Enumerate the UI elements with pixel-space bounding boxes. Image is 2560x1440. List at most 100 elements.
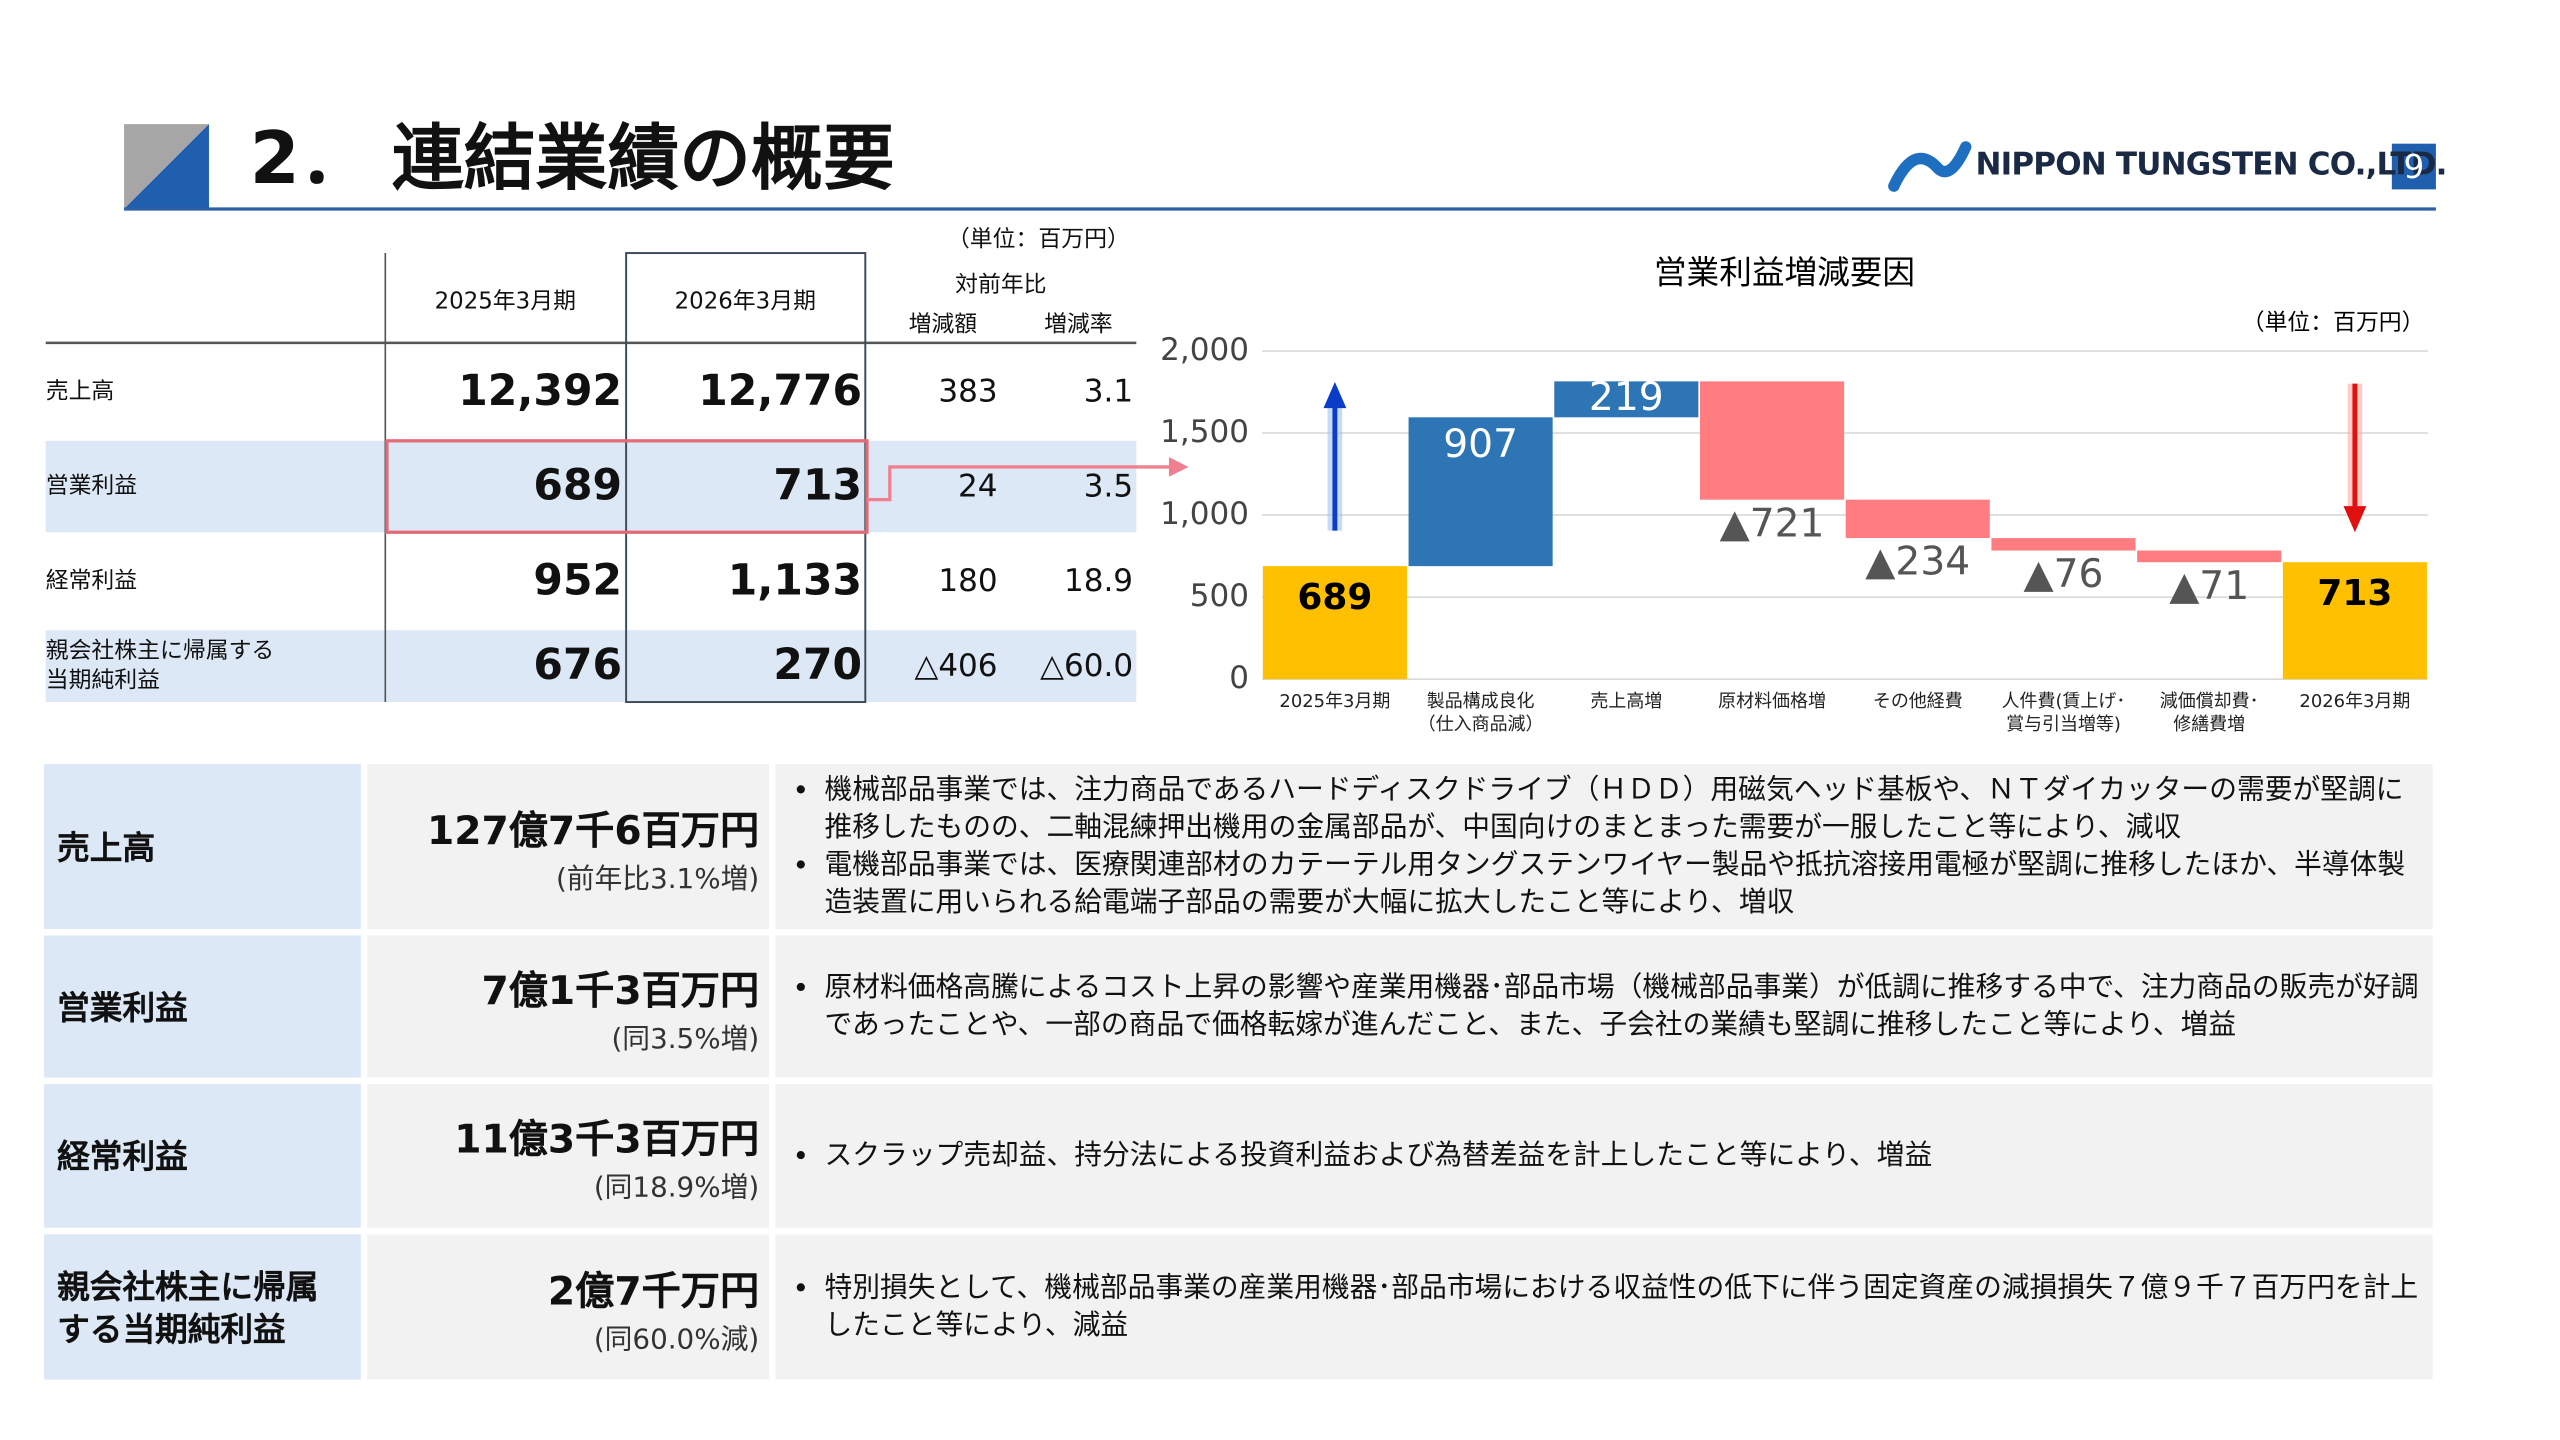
summary-amount-cell: 127億7千6百万円 (前年比3.1%増) bbox=[367, 764, 769, 929]
summary-amount: 7億1千3百万円 bbox=[481, 967, 760, 1014]
cell: 180 bbox=[938, 563, 998, 600]
x-tick-label: 製品構成良化 （仕入商品減） bbox=[1417, 690, 1544, 735]
cell: 18.9 bbox=[1063, 563, 1134, 600]
row-label: 売上高 bbox=[45, 378, 115, 405]
y-tick-label: 1,000 bbox=[1160, 496, 1249, 532]
connector-head bbox=[1168, 457, 1189, 477]
row-band bbox=[45, 630, 1137, 703]
bullet-list: 機械部品事業では、注力商品であるハードディスクドライブ（ＨＤＤ）用磁気ヘッド基板… bbox=[776, 771, 2420, 921]
cell: 270 bbox=[773, 641, 863, 691]
cell: 676 bbox=[533, 641, 623, 691]
page-number: 9 bbox=[2403, 146, 2425, 187]
cell: 24 bbox=[958, 468, 998, 505]
summary-amount: 2億7千万円 bbox=[547, 1267, 760, 1314]
summary-note: (同60.0%減) bbox=[593, 1323, 760, 1356]
bar bbox=[1262, 566, 1407, 680]
cell: 383 bbox=[938, 373, 998, 410]
company-name: NIPPON TUNGSTEN CO.,LTD. bbox=[1975, 146, 2448, 183]
bullet-list: 特別損失として、機械部品事業の産業用機器･部品市場における収益性の低下に伴う固定… bbox=[776, 1269, 2420, 1344]
cell: 12,392 bbox=[458, 367, 623, 417]
highlight-box bbox=[385, 439, 869, 534]
summary-label: 経常利益 bbox=[44, 1084, 361, 1228]
page-box bbox=[2391, 143, 2436, 190]
summary-label: 売上高 bbox=[44, 764, 361, 929]
bullet-list: 原材料価格高騰によるコスト上昇の影響や産業用機器･部品市場（機械部品事業）が低調… bbox=[776, 969, 2420, 1044]
bullet-list: スクラップ売却益、持分法による投資利益および為替差益を計上したこと等により、増益 bbox=[776, 1137, 1932, 1175]
data-label: 907 bbox=[1443, 422, 1518, 467]
yoy-header: 対前年比 bbox=[955, 272, 1047, 299]
summary-label: 親会社株主に帰属する当期純利益 bbox=[44, 1234, 361, 1380]
bullet: 機械部品事業では、注力商品であるハードディスクドライブ（ＨＤＤ）用磁気ヘッド基板… bbox=[824, 771, 2419, 846]
x-tick-label: 減価償却費･ 修繕費増 bbox=[2159, 690, 2259, 735]
y-tick-label: 2,000 bbox=[1160, 332, 1249, 368]
x-tick-label: 売上高増 bbox=[1590, 690, 1663, 712]
cell: 3.1 bbox=[1083, 373, 1134, 410]
chart-unit: （単位：百万円） bbox=[2242, 310, 2425, 336]
summary-label: 営業利益 bbox=[44, 935, 361, 1078]
cell: 1,133 bbox=[727, 556, 863, 606]
cell: 952 bbox=[533, 556, 623, 606]
arrow-head bbox=[1323, 382, 1347, 409]
bar bbox=[2137, 550, 2282, 563]
bar bbox=[1699, 381, 1845, 500]
bar bbox=[2282, 562, 2427, 680]
summary-text-cell: スクラップ売却益、持分法による投資利益および為替差益を計上したこと等により、増益 bbox=[775, 1084, 2433, 1228]
row-label: 経常利益 bbox=[45, 568, 138, 595]
data-label: ▲234 bbox=[1865, 540, 1970, 585]
column-header: 2026年3月期 bbox=[674, 288, 816, 316]
x-tick-label: 人件費(賃上げ･ 賞与引当増等) bbox=[2001, 690, 2126, 735]
chart-title: 営業利益増減要因 bbox=[1654, 253, 1915, 291]
x-tick-label: 原材料価格増 bbox=[1718, 690, 1826, 712]
section-number: 2． bbox=[249, 117, 372, 201]
bullet: スクラップ売却益、持分法による投資利益および為替差益を計上したこと等により、増益 bbox=[824, 1137, 1932, 1175]
x-tick-label: 2025年3月期 bbox=[1279, 690, 1391, 712]
summary-amount-cell: 2億7千万円 (同60.0%減) bbox=[367, 1234, 769, 1380]
summary-note: (前年比3.1%増) bbox=[555, 862, 760, 896]
cell: △406 bbox=[914, 648, 998, 685]
data-label: ▲71 bbox=[2169, 564, 2249, 609]
section-title: 連結業績の概要 bbox=[391, 117, 895, 201]
data-label: 219 bbox=[1589, 375, 1664, 420]
connector bbox=[866, 465, 1173, 502]
column-header: 2025年3月期 bbox=[434, 288, 576, 316]
cell: 3.5 bbox=[1083, 468, 1134, 505]
summary-note: (同18.9%増) bbox=[593, 1172, 760, 1205]
bullet: 特別損失として、機械部品事業の産業用機器･部品市場における収益性の低下に伴う固定… bbox=[824, 1269, 2419, 1344]
corner-blue bbox=[124, 124, 209, 209]
cell: △60.0 bbox=[1040, 648, 1134, 685]
bar bbox=[1845, 499, 1990, 539]
column-header: 増減率 bbox=[1044, 311, 1113, 338]
arrow-head bbox=[2343, 506, 2367, 533]
logo-mark bbox=[1888, 141, 1972, 192]
bar bbox=[1554, 381, 1699, 418]
summary-text-cell: 特別損失として、機械部品事業の産業用機器･部品市場における収益性の低下に伴う固定… bbox=[775, 1234, 2433, 1380]
summary-amount-cell: 11億3千3百万円 (同18.9%増) bbox=[367, 1084, 769, 1228]
bar bbox=[1408, 417, 1553, 567]
x-tick-label: その他経費 bbox=[1872, 690, 1963, 712]
y-tick-label: 0 bbox=[1229, 660, 1249, 696]
data-label: ▲721 bbox=[1720, 501, 1825, 546]
table-unit: （単位：百万円） bbox=[946, 226, 1130, 254]
data-label: 713 bbox=[2317, 573, 2392, 614]
summary-amount-cell: 7億1千3百万円 (同3.5%増) bbox=[367, 935, 769, 1078]
column-header: 増減額 bbox=[908, 311, 978, 338]
summary-text-cell: 原材料価格高騰によるコスト上昇の影響や産業用機器･部品市場（機械部品事業）が低調… bbox=[775, 935, 2433, 1078]
bar bbox=[1991, 538, 2136, 551]
y-tick-label: 500 bbox=[1190, 578, 1249, 614]
summary-text-cell: 機械部品事業では、注力商品であるハードディスクドライブ（ＨＤＤ）用磁気ヘッド基板… bbox=[775, 764, 2433, 929]
x-tick-label: 2026年3月期 bbox=[2299, 690, 2411, 712]
row-band bbox=[45, 440, 1137, 533]
summary-amount: 127億7千6百万円 bbox=[426, 807, 760, 854]
cell: 689 bbox=[533, 462, 623, 512]
data-label: 689 bbox=[1297, 577, 1372, 618]
bullet: 電機部品事業では、医療関連部材のカテーテル用タングステンワイヤー製品や抵抗溶接用… bbox=[824, 847, 2419, 922]
cell: 713 bbox=[773, 462, 863, 512]
bullet: 原材料価格高騰によるコスト上昇の影響や産業用機器･部品市場（機械部品事業）が低調… bbox=[824, 969, 2419, 1044]
summary-note: (同3.5%増) bbox=[611, 1022, 760, 1056]
data-label: ▲76 bbox=[2023, 552, 2103, 597]
summary-amount: 11億3千3百万円 bbox=[454, 1116, 760, 1163]
